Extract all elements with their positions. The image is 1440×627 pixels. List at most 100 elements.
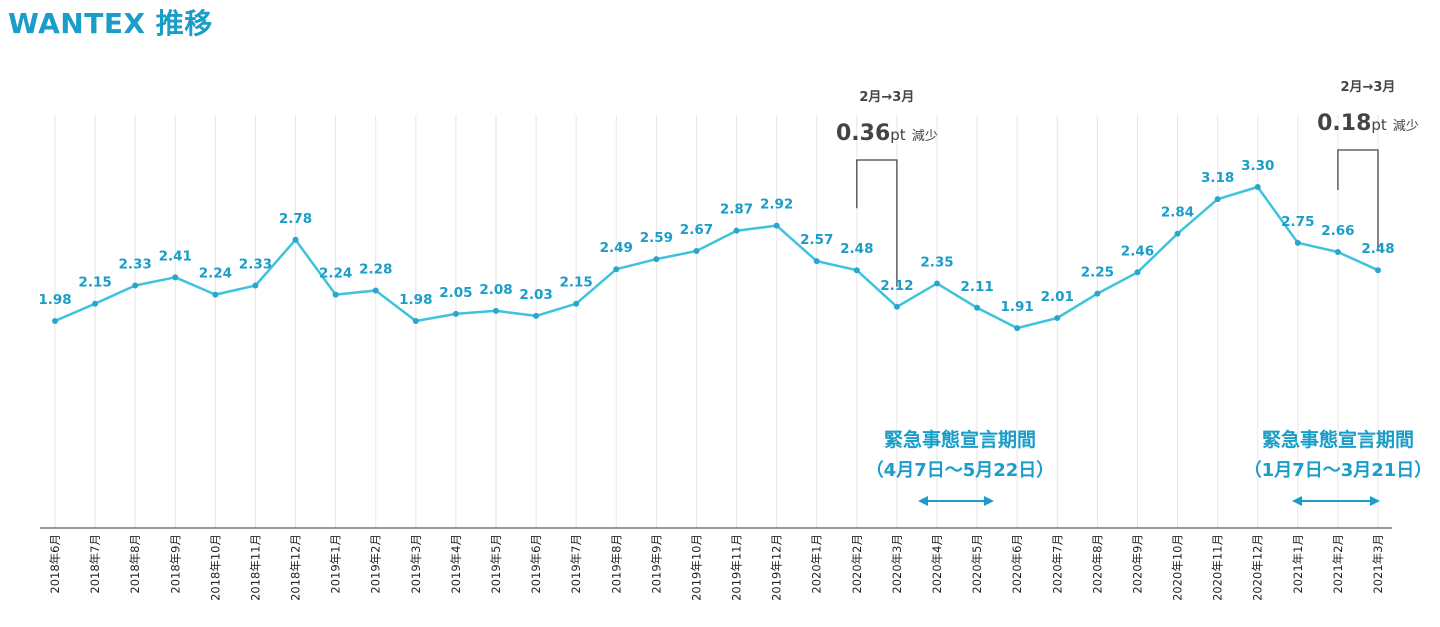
data-label: 2.57: [800, 232, 833, 248]
data-label: 2.24: [199, 266, 232, 282]
data-point: [412, 318, 419, 324]
x-tick-label: 2019年1月: [329, 534, 343, 594]
data-point: [92, 300, 99, 307]
x-tick-label: 2018年8月: [128, 534, 142, 594]
data-label: 2.84: [1161, 205, 1194, 221]
data-label: 2.11: [960, 279, 993, 295]
data-label: 2.78: [279, 211, 312, 227]
x-tick-label: 2020年11月: [1211, 534, 1225, 601]
x-tick-label: 2019年2月: [369, 534, 383, 594]
x-tick-label: 2020年4月: [930, 534, 944, 594]
x-tick-label: 2018年11月: [248, 534, 262, 601]
period-layer: 緊急事態宣言期間 （4月7日〜5月22日） 緊急事態宣言期間 （1月7日〜3月21日）: [866, 428, 1433, 506]
change-unit: pt: [1371, 116, 1387, 134]
x-tick-label: 2019年3月: [409, 534, 423, 594]
data-label: 2.28: [359, 262, 392, 278]
data-point: [653, 256, 660, 263]
x-tick-label: 2018年9月: [168, 534, 182, 594]
data-point: [533, 312, 540, 319]
data-point: [613, 266, 620, 273]
data-label: 2.24: [319, 266, 352, 282]
x-tick-label: 2020年7月: [1050, 534, 1064, 594]
x-tick-label: 2019年8月: [609, 534, 623, 594]
data-point: [1054, 314, 1061, 321]
x-tick-label: 2019年4月: [449, 534, 463, 594]
data-point: [733, 227, 740, 234]
tick-layer: 2018年6月 2018年7月 2018年8月 2018年9月 2018年10月 2018…: [48, 534, 1385, 601]
data-label: 2.15: [78, 275, 111, 291]
emergency-period-dates: （1月7日〜3月21日）: [1244, 460, 1433, 481]
data-point: [452, 310, 459, 317]
data-label: 1.98: [38, 292, 71, 308]
data-point: [773, 222, 780, 229]
data-label: 2.41: [159, 248, 192, 264]
change-period-label: 2月→3月: [1340, 80, 1395, 95]
change-bracket: [1337, 149, 1379, 251]
data-label: 2.75: [1281, 214, 1314, 230]
data-label: 2.66: [1321, 223, 1354, 239]
data-point: [1174, 230, 1181, 237]
data-label: 2.59: [640, 230, 673, 246]
data-label: 2.08: [479, 282, 512, 298]
x-tick-label: 2021年2月: [1331, 534, 1345, 594]
change-suffix: 減少: [912, 128, 938, 144]
data-point: [292, 236, 299, 243]
x-tick-label: 2018年6月: [48, 534, 62, 594]
change-value: 0.36: [836, 121, 890, 146]
data-label: 2.46: [1121, 243, 1154, 259]
x-tick-label: 2020年1月: [810, 534, 824, 594]
x-tick-label: 2019年7月: [569, 534, 583, 594]
x-tick-label: 2021年1月: [1291, 534, 1305, 594]
data-point: [853, 267, 860, 274]
period-arrow-right-head: [984, 496, 994, 506]
data-point: [52, 318, 58, 324]
data-label: 2.87: [720, 202, 753, 218]
data-label: 2.25: [1081, 265, 1114, 281]
data-point: [893, 303, 900, 310]
data-label: 2.92: [760, 197, 793, 213]
emergency-period-title: 緊急事態宣言期間: [1262, 428, 1414, 451]
data-point: [372, 287, 379, 294]
data-point: [1294, 239, 1301, 246]
data-point: [1134, 269, 1141, 276]
change-amount-label: 0.18pt 減少: [1317, 111, 1419, 136]
point-layer: [52, 184, 1381, 332]
x-tick-label: 2020年3月: [890, 534, 904, 594]
data-point: [1094, 290, 1101, 297]
data-label: 2.15: [560, 275, 593, 291]
change-unit: pt: [890, 126, 906, 144]
data-label: 2.01: [1041, 289, 1074, 305]
data-point: [212, 291, 219, 298]
data-point: [974, 304, 981, 311]
emergency-period-title: 緊急事態宣言期間: [884, 428, 1036, 451]
series-line: [54, 185, 1379, 330]
x-tick-label: 2021年3月: [1371, 534, 1385, 594]
chart-title: WANTEX 推移: [8, 7, 213, 40]
data-point: [252, 282, 259, 289]
data-point: [1014, 325, 1021, 332]
data-point: [1334, 248, 1341, 255]
x-tick-label: 2019年9月: [649, 534, 663, 594]
change-value: 0.18: [1317, 111, 1371, 136]
data-label: 2.05: [439, 285, 472, 301]
data-label: 2.35: [920, 254, 953, 270]
x-tick-label: 2020年9月: [1130, 534, 1144, 594]
x-tick-label: 2019年12月: [770, 534, 784, 601]
x-tick-label: 2020年12月: [1251, 534, 1265, 601]
x-tick-label: 2019年10月: [689, 534, 703, 601]
data-point: [1254, 184, 1261, 190]
label-layer: 1.98 2.15 2.33 2.41 2.24 2.33 2.78 2.24 2.28 1.98…: [38, 158, 1394, 315]
data-label: 2.49: [600, 240, 633, 256]
x-tick-label: 2020年8月: [1090, 534, 1104, 594]
change-period-label: 2月→3月: [859, 90, 914, 105]
x-tick-label: 2019年5月: [489, 534, 503, 594]
data-label: 2.33: [239, 256, 272, 272]
change-suffix: 減少: [1393, 118, 1419, 134]
data-label: 2.48: [1361, 241, 1394, 257]
data-label: 2.48: [840, 241, 873, 257]
change-bracket: [856, 159, 898, 287]
x-tick-label: 2020年10月: [1171, 534, 1185, 601]
data-point: [332, 291, 339, 298]
